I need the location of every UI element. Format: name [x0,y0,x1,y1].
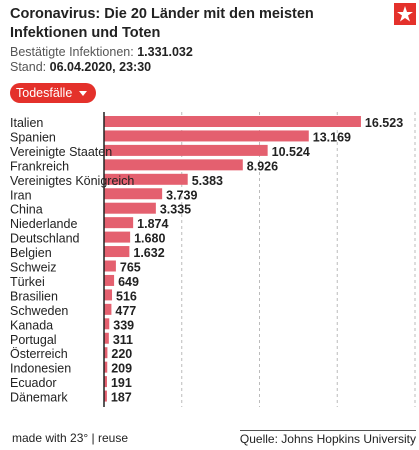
bar [104,390,107,402]
category-label: Vereinigte Staaten [10,145,112,159]
value-label: 220 [111,347,132,361]
bar [104,260,116,272]
category-label: Iran [10,188,32,202]
category-label: Deutschland [10,232,80,246]
value-label: 10.524 [272,145,310,159]
metric-dropdown[interactable]: Todesfälle [10,83,97,103]
footer-separator: | [91,431,95,445]
bar [104,231,131,243]
bar [104,274,115,286]
confirmed-label: Bestätigte Infektionen: [10,45,134,59]
bar [104,318,110,330]
value-label: 5.383 [192,174,223,188]
value-label: 1.632 [133,246,164,260]
category-label: Frankreich [10,159,69,173]
category-label: Italien [10,116,43,130]
bar [104,303,112,315]
stand-label: Stand: [10,60,47,74]
category-label: Vereinigtes Königreich [10,174,134,188]
value-label: 187 [111,391,132,405]
value-label: 8.926 [247,159,278,173]
category-label: Spanien [10,130,56,144]
category-label: Schweiz [10,261,57,275]
category-label: Österreich [10,347,68,361]
category-label: Brasilien [10,289,58,303]
bar [104,116,361,127]
value-label: 311 [113,333,133,347]
value-label: 16.523 [365,116,403,130]
category-label: Niederlande [10,217,77,231]
value-label: 477 [115,304,136,318]
value-label: 649 [118,275,139,289]
category-label: Portugal [10,333,57,347]
value-label: 3.739 [166,188,197,202]
category-label: Schweden [10,304,68,318]
value-label: 3.335 [160,203,191,217]
value-label: 1.874 [137,217,168,231]
bar [104,376,107,388]
stern-logo-icon[interactable] [394,3,416,25]
bar [104,130,309,142]
bar [104,144,268,156]
value-label: 339 [113,318,134,332]
category-label: Belgien [10,246,52,260]
category-label: Indonesien [10,362,71,376]
bar-chart: Italien 16.523 Spanien 13.169 Vereinigte Sta… [10,112,416,407]
category-label: Ecuador [10,376,57,390]
category-label: China [10,203,43,217]
value-label: 191 [111,376,132,390]
bar [104,202,156,214]
value-label: 516 [116,289,137,303]
bar [104,159,243,171]
bar [104,332,109,344]
category-label: Kanada [10,318,53,332]
chevron-down-icon [79,91,88,96]
data-timestamp: Stand: 06.04.2020, 23:30 [10,60,151,74]
bar [104,347,108,359]
made-with-link[interactable]: made with 23° [12,431,89,445]
bar [104,361,108,373]
value-label: 13.169 [313,130,351,144]
chart-title: Coronavirus: Die 20 Länder mit den meist… [10,6,314,41]
category-label: Dänemark [10,391,68,405]
confirmed-value: 1.331.032 [137,45,193,59]
bar [104,188,163,200]
dropdown-label: Todesfälle [16,86,73,100]
value-label: 209 [111,362,132,376]
footer-credits: made with 23° | reuse [12,431,128,445]
source-link[interactable]: Quelle: Johns Hopkins University [239,430,416,446]
value-label: 765 [120,261,141,275]
bar [104,217,134,229]
value-label: 1.680 [134,232,165,246]
bar [104,246,130,258]
bar [104,289,113,301]
category-label: Türkei [10,275,45,289]
reuse-link[interactable]: reuse [97,431,129,445]
bar [104,173,188,185]
confirmed-infections: Bestätigte Infektionen: 1.331.032 [10,45,193,59]
stand-value: 06.04.2020, 23:30 [49,60,152,74]
